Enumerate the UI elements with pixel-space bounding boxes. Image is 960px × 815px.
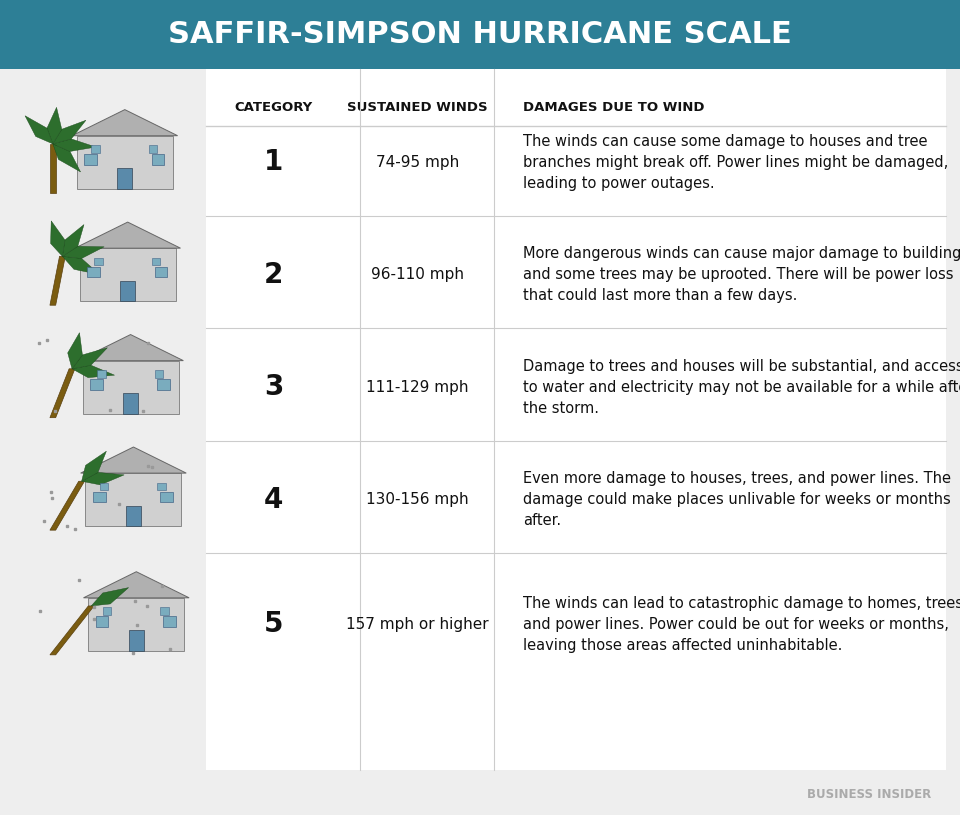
Text: BUSINESS INSIDER: BUSINESS INSIDER xyxy=(807,788,931,801)
Polygon shape xyxy=(123,393,138,413)
Polygon shape xyxy=(47,108,61,144)
Polygon shape xyxy=(80,248,176,301)
Polygon shape xyxy=(91,588,129,606)
Polygon shape xyxy=(94,258,103,265)
Polygon shape xyxy=(149,145,157,152)
Polygon shape xyxy=(83,360,179,413)
Polygon shape xyxy=(50,144,56,193)
Polygon shape xyxy=(152,258,160,265)
Text: 130-156 mph: 130-156 mph xyxy=(367,492,468,507)
Polygon shape xyxy=(82,473,124,485)
Polygon shape xyxy=(129,631,144,650)
Polygon shape xyxy=(53,121,85,144)
Polygon shape xyxy=(50,256,65,305)
Polygon shape xyxy=(81,447,186,473)
Polygon shape xyxy=(51,221,65,256)
Text: DAMAGES DUE TO WIND: DAMAGES DUE TO WIND xyxy=(523,101,705,114)
Polygon shape xyxy=(62,225,84,256)
Polygon shape xyxy=(120,280,135,301)
Text: SUSTAINED WINDS: SUSTAINED WINDS xyxy=(348,101,488,114)
Polygon shape xyxy=(50,368,75,417)
Polygon shape xyxy=(75,222,180,248)
Polygon shape xyxy=(50,606,94,655)
Text: Even more damage to houses, trees, and power lines. The
damage could make places: Even more damage to houses, trees, and p… xyxy=(523,471,951,528)
Polygon shape xyxy=(53,144,81,172)
Polygon shape xyxy=(157,379,170,390)
Polygon shape xyxy=(157,482,166,490)
Polygon shape xyxy=(160,607,169,615)
Polygon shape xyxy=(117,169,132,188)
Polygon shape xyxy=(152,154,164,165)
Text: 111-129 mph: 111-129 mph xyxy=(367,380,468,394)
FancyBboxPatch shape xyxy=(0,0,960,69)
Polygon shape xyxy=(155,267,167,277)
Polygon shape xyxy=(77,136,173,188)
Polygon shape xyxy=(53,139,96,152)
Polygon shape xyxy=(62,246,104,258)
Text: 96-110 mph: 96-110 mph xyxy=(372,267,464,282)
Polygon shape xyxy=(72,365,114,377)
Text: 5: 5 xyxy=(264,610,283,638)
Polygon shape xyxy=(88,598,184,650)
Polygon shape xyxy=(103,607,111,615)
Polygon shape xyxy=(68,333,83,368)
Polygon shape xyxy=(87,267,100,277)
Polygon shape xyxy=(25,116,53,144)
Text: The winds can cause some damage to houses and tree
branches might break off. Pow: The winds can cause some damage to house… xyxy=(523,134,948,191)
Text: 4: 4 xyxy=(264,486,283,513)
Polygon shape xyxy=(85,473,181,526)
Polygon shape xyxy=(93,491,106,502)
Polygon shape xyxy=(160,491,173,502)
Polygon shape xyxy=(84,154,97,165)
Text: 3: 3 xyxy=(264,373,283,401)
Polygon shape xyxy=(163,616,176,627)
Text: 74-95 mph: 74-95 mph xyxy=(376,155,459,170)
Polygon shape xyxy=(62,256,100,275)
Text: The winds can lead to catastrophic damage to homes, trees,
and power lines. Powe: The winds can lead to catastrophic damag… xyxy=(523,596,960,653)
Polygon shape xyxy=(72,110,178,136)
Text: 2: 2 xyxy=(264,261,283,289)
FancyBboxPatch shape xyxy=(206,69,946,770)
Polygon shape xyxy=(90,379,103,390)
Polygon shape xyxy=(72,348,108,368)
Polygon shape xyxy=(50,481,84,530)
Polygon shape xyxy=(96,616,108,627)
Polygon shape xyxy=(100,482,108,490)
Text: CATEGORY: CATEGORY xyxy=(234,101,313,114)
Text: 1: 1 xyxy=(264,148,283,176)
Text: More dangerous winds can cause major damage to buildings,
and some trees may be : More dangerous winds can cause major dam… xyxy=(523,246,960,303)
Text: Damage to trees and houses will be substantial, and access
to water and electric: Damage to trees and houses will be subst… xyxy=(523,359,960,416)
Text: SAFFIR-SIMPSON HURRICANE SCALE: SAFFIR-SIMPSON HURRICANE SCALE xyxy=(168,20,792,49)
Polygon shape xyxy=(84,572,189,598)
Text: 157 mph or higher: 157 mph or higher xyxy=(347,617,489,632)
Polygon shape xyxy=(82,452,107,481)
Polygon shape xyxy=(91,145,100,152)
Polygon shape xyxy=(155,370,163,377)
Polygon shape xyxy=(126,505,141,526)
Polygon shape xyxy=(78,334,183,360)
Polygon shape xyxy=(97,370,106,377)
